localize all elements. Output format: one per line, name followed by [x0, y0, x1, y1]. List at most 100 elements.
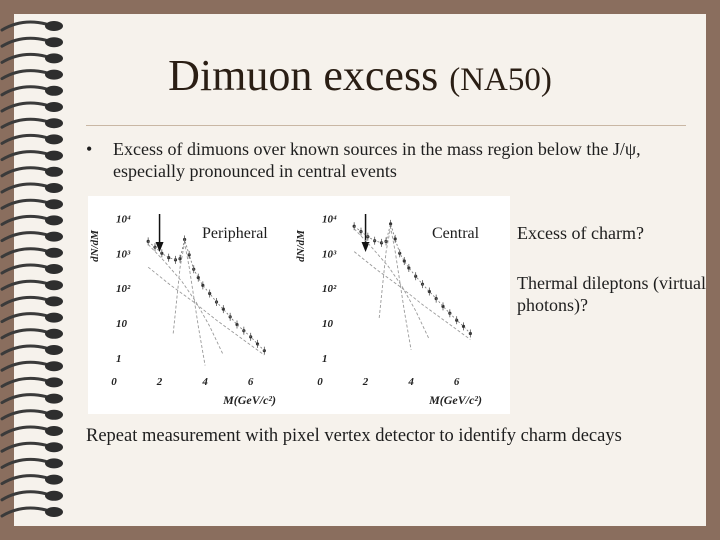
spiral-ring [0, 441, 48, 453]
arrow-head [361, 242, 370, 252]
spiral-hole [45, 102, 63, 112]
spiral-hole [45, 183, 63, 193]
spiral-hole [45, 377, 63, 388]
slide-title-suffix: (NA50) [449, 62, 552, 98]
spiral-hole [45, 280, 63, 291]
spiral-hole [45, 166, 63, 177]
spiral-hole [45, 328, 63, 339]
spiral-hole [45, 199, 63, 210]
x-axis-label: M(GeV/c²) [428, 393, 482, 407]
spiral-ring [0, 474, 48, 486]
spiral-hole [45, 296, 63, 307]
x-tick-label: 4 [201, 376, 208, 388]
data-point [393, 237, 397, 241]
spiral-ring [0, 457, 48, 469]
spiral-ring [0, 52, 48, 64]
dimuon-spectra-figure: dN/dM 10⁴ 10³ 10² 10 1 0 2 4 6 M(GeV/c²) Peripheral… [88, 196, 510, 414]
spiral-ring [0, 279, 48, 291]
side-note-thermal: Thermal dileptons (virtual photons)? [517, 273, 706, 315]
data-point [196, 276, 200, 280]
spiral-hole [45, 442, 63, 453]
component-curve [353, 251, 471, 340]
spiral-hole [45, 85, 63, 96]
panel-title: Central [432, 225, 480, 242]
footer-text: Repeat measurement with pixel vertex det… [86, 426, 622, 446]
x-tick-label: 2 [156, 376, 163, 388]
spiral-ring [0, 263, 48, 275]
spiral-hole [45, 21, 63, 31]
bullet-text: Excess of dimuons over known sources in … [113, 139, 641, 181]
spiral-binding [0, 20, 63, 518]
x-tick-label: 6 [454, 376, 460, 388]
component-curve [378, 227, 412, 350]
y-tick-label: 10 [116, 318, 128, 330]
panel-title: Peripheral [202, 225, 268, 242]
spiral-ring [0, 133, 48, 145]
data-trend [147, 237, 265, 351]
bullet-dot: • [86, 139, 93, 159]
spiral-hole [45, 409, 63, 420]
data-point [468, 331, 472, 336]
spiral-hole [45, 69, 63, 80]
spiral-hole [45, 37, 63, 48]
y-tick-label: 10² [322, 283, 337, 295]
slide-title: Dimuon excess (NA50) [0, 50, 720, 101]
component-curve [172, 242, 206, 366]
y-tick-label: 10 [322, 318, 334, 330]
x-tick-label: 2 [362, 376, 369, 388]
spiral-hole [45, 53, 63, 64]
x-tick-label: 0 [317, 376, 323, 388]
component-curve [147, 244, 224, 356]
side-note-charm: Excess of charm? [517, 223, 644, 243]
y-tick-label: 10⁴ [116, 213, 131, 225]
spiral-ring [0, 117, 48, 129]
y-axis-label: dN/dM [89, 229, 101, 262]
y-tick-label: 1 [116, 353, 122, 365]
spiral-ring [0, 425, 48, 437]
y-tick-label: 10³ [322, 248, 337, 260]
spiral-hole [45, 231, 63, 242]
spiral-hole [45, 474, 63, 485]
title-divider [86, 125, 686, 126]
spiral-ring [0, 214, 48, 226]
spiral-ring [0, 69, 48, 81]
spiral-hole [45, 458, 63, 469]
data-point [262, 349, 266, 353]
spiral-hole [45, 507, 63, 517]
spiral-hole [45, 134, 63, 145]
spiral-ring [0, 198, 48, 210]
spiral-ring [0, 150, 48, 162]
spiral-ring [0, 312, 48, 324]
spiral-hole [45, 150, 63, 161]
spiral-ring [0, 376, 48, 388]
spiral-ring [0, 166, 48, 178]
spiral-ring [0, 409, 48, 421]
spiral-ring [0, 490, 48, 502]
y-tick-label: 10³ [116, 248, 131, 260]
x-tick-label: 6 [248, 376, 254, 388]
spiral-ring [0, 506, 48, 518]
spiral-hole [45, 264, 63, 274]
spiral-ring [0, 344, 48, 356]
spiral-hole [45, 490, 63, 501]
spiral-hole [45, 345, 63, 355]
x-tick-label: 0 [111, 376, 117, 388]
spiral-hole [45, 312, 63, 323]
spiral-hole [45, 215, 63, 226]
y-tick-label: 1 [322, 353, 328, 365]
spiral-hole [45, 393, 63, 404]
data-point [389, 222, 393, 226]
spiral-ring [0, 328, 48, 340]
spiral-hole [45, 361, 63, 372]
x-tick-label: 4 [407, 376, 414, 388]
spiral-ring [0, 85, 48, 97]
y-axis-label: dN/dM [295, 229, 307, 262]
spiral-ring [0, 360, 48, 372]
x-axis-label: M(GeV/c²) [222, 393, 276, 407]
spiral-hole [45, 247, 63, 258]
spiral-ring [0, 393, 48, 405]
y-tick-label: 10² [116, 283, 131, 295]
spiral-ring [0, 20, 48, 32]
data-point [178, 257, 182, 261]
